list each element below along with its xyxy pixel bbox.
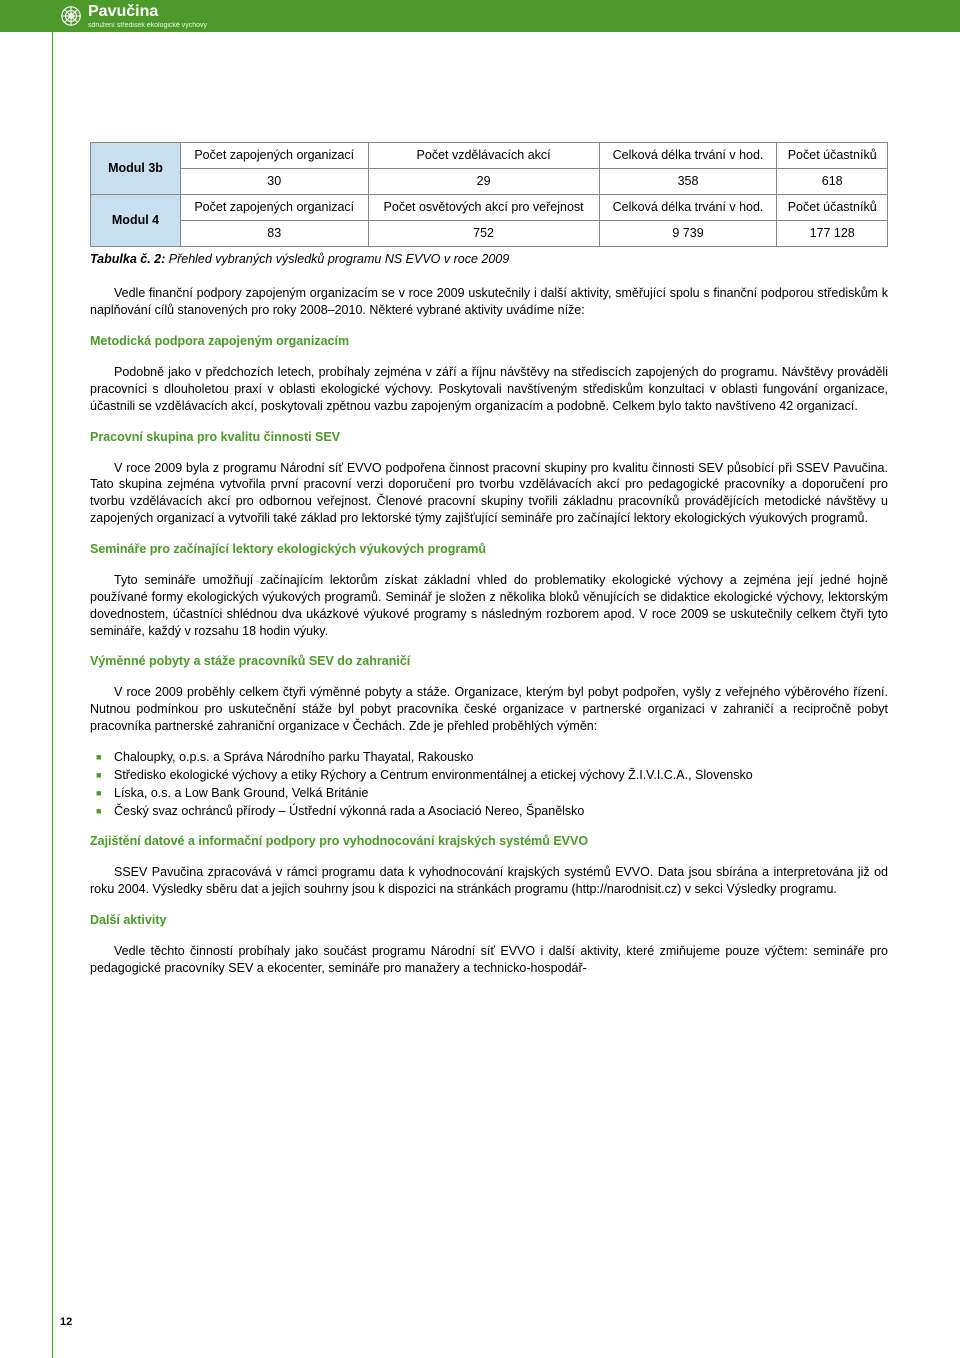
- row-label: Modul 3b: [91, 143, 181, 195]
- cell: 9 739: [599, 220, 777, 246]
- col-header: Počet zapojených organizací: [181, 194, 369, 220]
- cell: 29: [368, 168, 599, 194]
- results-table: Modul 3b Počet zapojených organizací Poč…: [90, 142, 888, 247]
- cell: 618: [777, 168, 888, 194]
- vertical-rule: [52, 32, 53, 1358]
- section-heading: Zajištění datové a informační podpory pr…: [90, 833, 888, 850]
- cell: 752: [368, 220, 599, 246]
- paragraph: V roce 2009 byla z programu Národní síť …: [90, 460, 888, 528]
- cell: 83: [181, 220, 369, 246]
- page-number: 12: [60, 1315, 72, 1330]
- col-header: Počet osvětových akcí pro veřejnost: [368, 194, 599, 220]
- section-heading: Další aktivity: [90, 912, 888, 929]
- row-label: Modul 4: [91, 194, 181, 246]
- paragraph: SSEV Pavučina zpracovává v rámci program…: [90, 864, 888, 898]
- col-header: Celková délka trvání v hod.: [599, 143, 777, 169]
- section-heading: Pracovní skupina pro kvalitu činnosti SE…: [90, 429, 888, 446]
- spiderweb-icon: [60, 5, 82, 27]
- table-row: 83 752 9 739 177 128: [91, 220, 888, 246]
- page-content: Modul 3b Počet zapojených organizací Poč…: [0, 32, 960, 977]
- paragraph: Tyto semináře umožňují začínajícím lekto…: [90, 572, 888, 640]
- list-item: Středisko ekologické výchovy a etiky Rýc…: [90, 767, 888, 784]
- table-row: 30 29 358 618: [91, 168, 888, 194]
- logo: Pavučina sdružení středisek ekologické v…: [60, 1, 207, 30]
- cell: 358: [599, 168, 777, 194]
- section-heading: Metodická podpora zapojeným organizacím: [90, 333, 888, 350]
- caption-text: Přehled vybraných výsledků programu NS E…: [165, 252, 509, 266]
- list-item: Český svaz ochránců přírody – Ústřední v…: [90, 803, 888, 820]
- col-header: Počet účastníků: [777, 143, 888, 169]
- col-header: Počet účastníků: [777, 194, 888, 220]
- cell: 177 128: [777, 220, 888, 246]
- col-header: Počet vzdělávacích akcí: [368, 143, 599, 169]
- table-row: Modul 4 Počet zapojených organizací Poče…: [91, 194, 888, 220]
- caption-label: Tabulka č. 2:: [90, 252, 165, 266]
- paragraph: V roce 2009 proběhly celkem čtyři výměnn…: [90, 684, 888, 735]
- bullet-list: Chaloupky, o.p.s. a Správa Národního par…: [90, 749, 888, 820]
- section-heading: Výměnné pobyty a stáže pracovníků SEV do…: [90, 653, 888, 670]
- header-bar: Pavučina sdružení středisek ekologické v…: [0, 0, 960, 32]
- section-heading: Semináře pro začínající lektory ekologic…: [90, 541, 888, 558]
- logo-subtitle: sdružení středisek ekologické výchovy: [88, 21, 207, 30]
- list-item: Líska, o.s. a Low Bank Ground, Velká Bri…: [90, 785, 888, 802]
- paragraph: Vedle těchto činností probíhaly jako sou…: [90, 943, 888, 977]
- cell: 30: [181, 168, 369, 194]
- paragraph: Podobně jako v předchozích letech, probí…: [90, 364, 888, 415]
- intro-paragraph: Vedle finanční podpory zapojeným organiz…: [90, 285, 888, 319]
- list-item: Chaloupky, o.p.s. a Správa Národního par…: [90, 749, 888, 766]
- logo-text: Pavučina: [88, 3, 158, 20]
- col-header: Počet zapojených organizací: [181, 143, 369, 169]
- table-row: Modul 3b Počet zapojených organizací Poč…: [91, 143, 888, 169]
- table-caption: Tabulka č. 2: Přehled vybraných výsledků…: [90, 251, 888, 268]
- col-header: Celková délka trvání v hod.: [599, 194, 777, 220]
